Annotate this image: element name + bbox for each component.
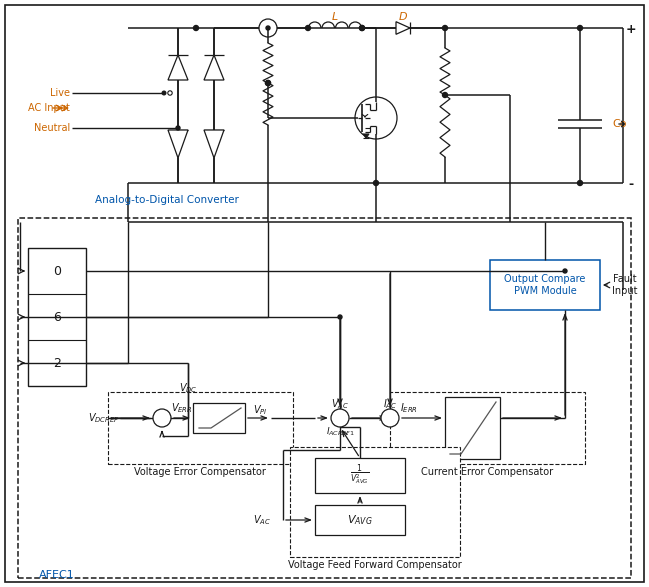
- Text: 6: 6: [53, 311, 61, 323]
- Circle shape: [306, 25, 310, 31]
- Circle shape: [168, 91, 172, 95]
- Text: +: +: [626, 22, 636, 35]
- Bar: [193, 403, 245, 433]
- Text: L: L: [332, 12, 338, 22]
- Bar: [390, 392, 585, 464]
- Text: Fault
Input: Fault Input: [612, 274, 638, 296]
- Text: 0: 0: [53, 265, 61, 278]
- Text: $V_{ERR}$: $V_{ERR}$: [171, 401, 193, 415]
- Circle shape: [265, 80, 271, 86]
- Circle shape: [578, 180, 583, 185]
- Text: Live: Live: [50, 88, 70, 98]
- Text: $I_{AC}$: $I_{AC}$: [383, 397, 397, 411]
- Polygon shape: [363, 134, 369, 138]
- Circle shape: [443, 93, 448, 97]
- Bar: [108, 392, 293, 464]
- Text: Output Compare
PWM Module: Output Compare PWM Module: [504, 274, 585, 296]
- Circle shape: [338, 315, 342, 319]
- Text: Neutral: Neutral: [34, 123, 70, 133]
- Text: $V_{AC}$: $V_{AC}$: [331, 397, 349, 411]
- Text: $I_{ERR}$: $I_{ERR}$: [400, 401, 418, 415]
- Circle shape: [360, 25, 365, 31]
- Text: AC Input: AC Input: [28, 103, 70, 113]
- Circle shape: [265, 80, 271, 86]
- Circle shape: [355, 97, 397, 139]
- Text: $V_{PI}$: $V_{PI}$: [253, 403, 267, 417]
- Circle shape: [443, 25, 448, 31]
- Text: Voltage Error Compensator: Voltage Error Compensator: [134, 467, 266, 477]
- Text: $V_{AVG}$: $V_{AVG}$: [347, 513, 373, 527]
- Text: 2: 2: [53, 356, 61, 369]
- Text: AFEC1: AFEC1: [39, 570, 75, 580]
- Text: $I_{ACREF1}$: $I_{ACREF1}$: [326, 426, 354, 438]
- Polygon shape: [396, 22, 410, 34]
- Text: $V_{DCREF}$: $V_{DCREF}$: [88, 411, 120, 425]
- Text: -: -: [628, 177, 633, 191]
- Bar: [18, 218, 631, 578]
- Circle shape: [563, 269, 567, 273]
- Bar: [490, 260, 600, 310]
- Text: Analog-to-Digital Converter: Analog-to-Digital Converter: [95, 195, 239, 205]
- Circle shape: [360, 25, 365, 31]
- Text: Current Error Compensator: Current Error Compensator: [421, 467, 553, 477]
- Text: Voltage Feed Forward Compensator: Voltage Feed Forward Compensator: [288, 560, 462, 570]
- Text: $V_{AC}$: $V_{AC}$: [253, 513, 271, 527]
- Bar: [315, 505, 405, 535]
- Circle shape: [578, 25, 583, 31]
- Polygon shape: [168, 130, 188, 158]
- Circle shape: [266, 26, 270, 30]
- Circle shape: [381, 409, 399, 427]
- Polygon shape: [204, 130, 224, 158]
- Circle shape: [153, 409, 171, 427]
- Circle shape: [193, 25, 199, 31]
- Circle shape: [162, 91, 165, 95]
- Bar: [315, 458, 405, 493]
- Circle shape: [374, 180, 378, 185]
- Text: D: D: [398, 12, 408, 22]
- Bar: [290, 447, 460, 557]
- Circle shape: [259, 19, 277, 37]
- Polygon shape: [204, 55, 224, 80]
- Circle shape: [331, 409, 349, 427]
- Text: $V_{DC}$: $V_{DC}$: [178, 381, 197, 395]
- Text: $\frac{1}{V_{AVG}^2}$: $\frac{1}{V_{AVG}^2}$: [350, 463, 370, 487]
- Bar: [445, 397, 500, 459]
- Polygon shape: [168, 55, 188, 80]
- Text: Co: Co: [612, 119, 626, 129]
- Bar: [28, 248, 86, 386]
- Circle shape: [176, 126, 180, 130]
